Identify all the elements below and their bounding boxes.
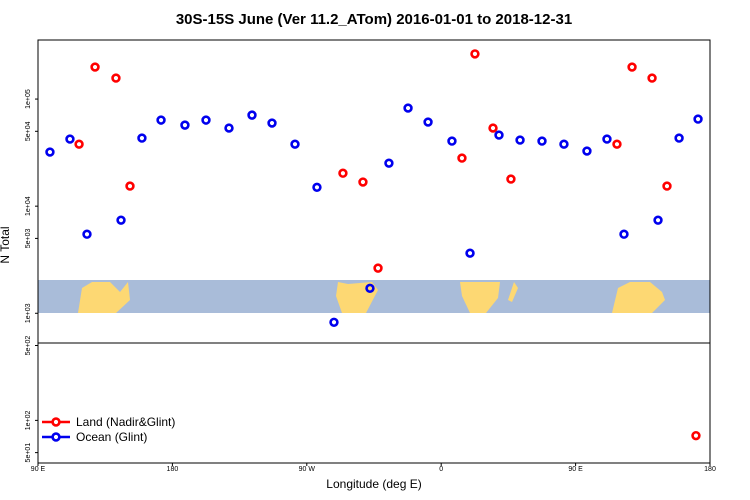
point <box>125 181 135 191</box>
point <box>267 118 277 128</box>
point <box>457 153 467 163</box>
point <box>329 317 339 327</box>
point <box>494 130 504 140</box>
legend-marker <box>51 417 61 427</box>
x-tick-label: 90 E <box>31 466 46 473</box>
point <box>74 139 84 149</box>
point <box>116 215 126 225</box>
point <box>290 139 300 149</box>
point <box>180 120 190 130</box>
legend-label: Ocean (Glint) <box>76 430 147 444</box>
y-tick-label: 1e+04 <box>25 196 32 216</box>
point <box>201 115 211 125</box>
x-tick-label: 90 W <box>299 466 316 473</box>
point <box>312 182 322 193</box>
map-band <box>38 280 710 313</box>
point <box>365 283 375 294</box>
point <box>537 136 547 146</box>
point <box>384 158 394 168</box>
point <box>358 177 368 187</box>
point <box>674 133 684 143</box>
point <box>602 134 612 144</box>
point <box>515 135 525 145</box>
x-tick-label: 90 E <box>568 466 583 473</box>
point <box>423 117 433 127</box>
point <box>45 147 55 157</box>
point <box>247 110 257 120</box>
point <box>470 49 480 59</box>
chart-title: 30S-15S June (Ver 11.2_ATom) 2016-01-01 … <box>176 11 572 28</box>
point <box>90 62 100 72</box>
point <box>612 139 622 149</box>
land-shape <box>460 282 500 313</box>
land-shape <box>612 282 665 313</box>
point <box>693 114 703 124</box>
point <box>156 115 166 125</box>
point <box>653 215 663 225</box>
point <box>137 133 147 143</box>
point <box>506 174 516 184</box>
point <box>582 146 592 156</box>
point <box>82 229 92 239</box>
point <box>662 181 672 191</box>
y-tick-label: 1e+05 <box>25 89 32 109</box>
land-shape <box>78 282 130 313</box>
point <box>338 168 348 178</box>
y-tick-label: 1e+02 <box>25 410 32 430</box>
point <box>488 123 498 133</box>
point <box>465 248 475 258</box>
x-axis-label: Longitude (deg E) <box>326 477 421 491</box>
y-tick-label: 1e+03 <box>25 303 32 323</box>
point <box>619 229 629 239</box>
point <box>65 134 75 144</box>
y-tick-label: 5e+02 <box>25 336 32 356</box>
legend-marker <box>51 432 61 442</box>
point <box>111 73 121 83</box>
x-tick-label: 0 <box>439 466 443 473</box>
plot-frame <box>37 39 711 464</box>
y-tick-label: 5e+01 <box>25 443 32 463</box>
point <box>691 430 701 441</box>
point <box>627 62 637 72</box>
y-axis-label: N Total <box>0 226 12 263</box>
point <box>559 139 569 149</box>
x-tick-label: 180 <box>167 466 179 473</box>
point <box>403 103 413 113</box>
point <box>224 123 234 133</box>
x-tick-label: 180 <box>704 466 716 473</box>
land-shape <box>508 282 518 302</box>
y-tick-label: 5e+04 <box>25 121 32 141</box>
point <box>373 263 383 273</box>
y-tick-label: 5e+03 <box>25 228 32 248</box>
point <box>447 136 457 146</box>
legend-label: Land (Nadir&Glint) <box>76 415 175 429</box>
point <box>647 73 657 83</box>
